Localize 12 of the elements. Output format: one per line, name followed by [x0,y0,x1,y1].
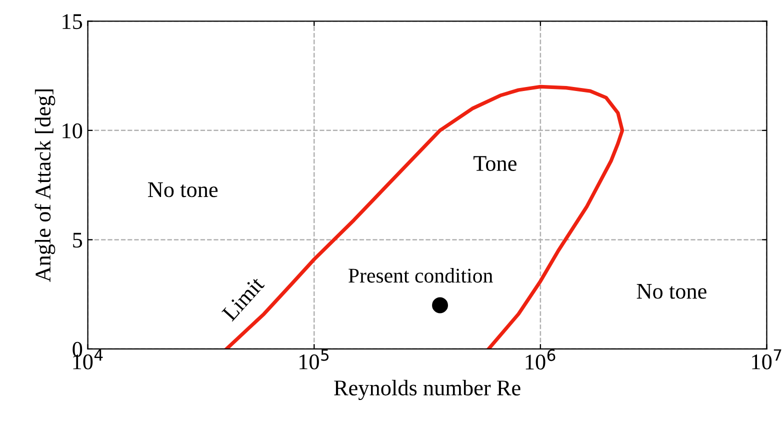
y-tick-label: 15 [62,14,82,30]
annotation: No tone [636,284,706,299]
x-tick-label: 10$^{6}$ [526,349,556,370]
x-axis-title: Reynolds number Re [334,380,520,400]
y-axis-title: Angle of Attack [deg] [34,90,56,282]
annotation: No tone [148,182,218,198]
x-tick-label: 10$^{7}$ [752,349,782,370]
annotation: Tone [474,156,516,171]
y-tick-label: 5 [73,232,82,248]
y-tick-label: 10 [62,123,82,138]
series-label: Present condition [348,268,493,283]
x-tick-label: 10$^{5}$ [300,349,329,370]
